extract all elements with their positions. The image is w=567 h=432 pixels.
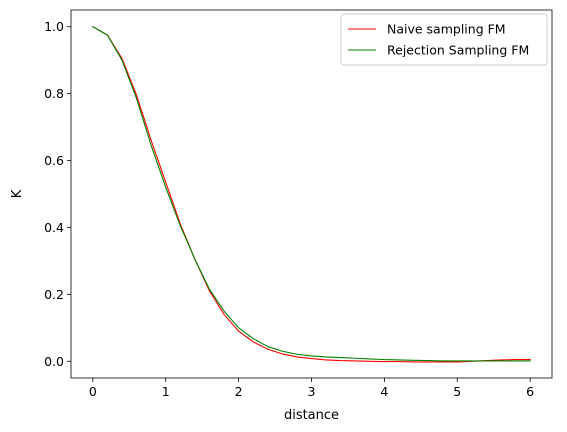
series-line-rejection-sampling (92, 25, 531, 362)
y-tick-label: 0.8 (44, 86, 64, 101)
x-tick-label: 4 (380, 384, 388, 399)
legend-entry-rejection-sampling: Rejection Sampling FM (387, 43, 529, 58)
y-axis-label: K (10, 189, 25, 198)
y-tick-label: 0.6 (44, 153, 64, 168)
x-tick-label: 0 (89, 384, 97, 399)
y-tick-label: 0.0 (44, 354, 64, 369)
x-tick-label: 1 (162, 384, 170, 399)
y-tick-label: 1.0 (44, 19, 64, 34)
x-tick-label: 6 (526, 384, 534, 399)
x-tick-label: 3 (308, 384, 316, 399)
axis-ticks: 0 1 2 3 4 5 6 0.0 0.2 0.4 0.6 0.8 1.0 (44, 19, 534, 399)
x-axis-label: distance (284, 408, 339, 423)
y-tick-label: 0.2 (44, 287, 64, 302)
legend-box (340, 13, 548, 66)
y-tick-label: 0.4 (44, 220, 64, 235)
x-tick-label: 2 (235, 384, 243, 399)
series-layer (92, 25, 531, 363)
x-tick-label: 5 (453, 384, 461, 399)
series-line-naive-sampling (92, 25, 531, 363)
legend: Naive sampling FM Rejection Sampling FM (340, 13, 548, 66)
plot-frame (70, 9, 553, 379)
legend-entry-naive-sampling: Naive sampling FM (387, 22, 506, 37)
